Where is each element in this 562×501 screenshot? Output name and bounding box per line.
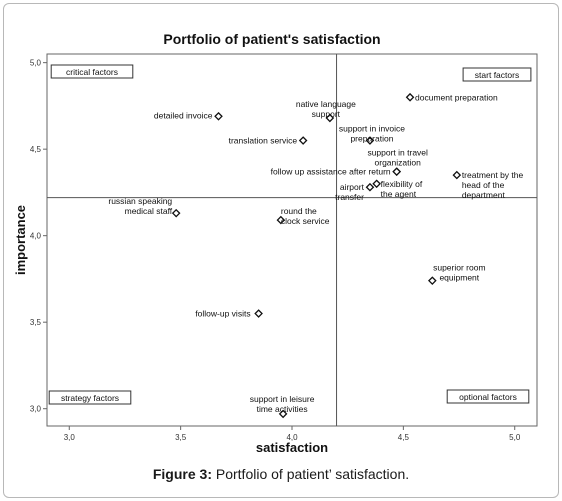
quadrant-label-box xyxy=(50,64,134,79)
y-tick-label: 5,0 xyxy=(30,59,42,68)
data-point-label: follow-up visits xyxy=(195,309,250,319)
quadrant-label: optional factors xyxy=(459,392,517,402)
data-point-marker xyxy=(452,170,462,180)
y-tick-label: 4,5 xyxy=(30,145,42,154)
data-point-marker xyxy=(372,179,381,189)
data-point-label: airport transfer xyxy=(335,182,364,202)
data-point-marker xyxy=(214,111,223,121)
figure-caption: Figure 3: Portfolio of patient’ satisfac… xyxy=(0,466,562,482)
data-point-label: superior room equipment xyxy=(433,263,485,283)
data-point-label: russian speaking medical staff xyxy=(108,196,172,216)
data-point-marker xyxy=(427,276,437,285)
x-tick-label: 4,0 xyxy=(286,433,298,442)
data-point-label: follow up assistance after return xyxy=(271,167,391,177)
data-point-marker xyxy=(392,167,402,176)
x-tick-label: 5,0 xyxy=(509,433,521,442)
figure-caption-label: Figure 3: xyxy=(152,466,212,482)
data-points: detailed invoice native language support do… xyxy=(108,92,524,419)
data-point-marker xyxy=(276,215,286,225)
data-point-label: flexibility of the agent xyxy=(381,179,423,199)
scatter-chart: Portfolio of patient's satisfaction 3,0 3… xyxy=(13,31,538,455)
data-point-marker xyxy=(254,309,263,318)
y-tick-label: 3,5 xyxy=(30,318,42,327)
figure-caption-text: Portfolio of patient’ satisfaction. xyxy=(211,466,410,482)
data-point-marker xyxy=(325,113,335,123)
quadrant-labels: critical factors start factors strategy fa… xyxy=(48,64,532,405)
data-point-label: support in invoice preparation xyxy=(339,124,405,144)
data-point-marker xyxy=(298,136,308,145)
data-point-marker xyxy=(405,92,415,102)
data-point-label: detailed invoice xyxy=(154,110,213,120)
quadrant-label: strategy factors xyxy=(61,393,119,403)
x-axis-label: satisfaction xyxy=(256,440,328,455)
y-axis-ticks: 3,0 3,5 4,0 4,5 5,0 xyxy=(30,59,47,414)
quadrant-label: critical factors xyxy=(66,67,118,77)
data-point-label: native language support xyxy=(296,99,356,119)
x-tick-label: 3,0 xyxy=(64,433,76,442)
x-tick-label: 4,5 xyxy=(398,433,410,442)
quadrant-label-box xyxy=(462,67,532,82)
data-point-label: support in leisure time activities xyxy=(250,394,315,414)
y-axis-label: importance xyxy=(13,205,28,275)
chart-title: Portfolio of patient's satisfaction xyxy=(163,31,380,47)
data-point-marker xyxy=(365,182,375,192)
data-point-marker xyxy=(278,409,288,419)
y-tick-label: 4,0 xyxy=(30,232,42,241)
data-point-marker xyxy=(365,136,375,145)
plot-area xyxy=(46,53,538,427)
data-point-marker xyxy=(171,208,181,218)
quadrant-label: start factors xyxy=(475,70,519,80)
quadrant-label-box xyxy=(48,390,132,405)
reference-lines xyxy=(47,54,537,426)
data-point-label: round the clock service xyxy=(281,206,330,226)
data-point-label: translation service xyxy=(229,136,298,146)
data-point-label: treatment by the head of the department xyxy=(462,170,524,200)
data-point-label: document preparation xyxy=(415,92,498,102)
data-point-label: support in travel organization xyxy=(367,148,428,168)
quadrant-label-box xyxy=(446,389,530,404)
y-tick-label: 3,0 xyxy=(30,405,42,414)
x-tick-label: 3,5 xyxy=(175,433,187,442)
x-axis-ticks: 3,0 3,5 4,0 4,5 5,0 xyxy=(64,426,521,442)
